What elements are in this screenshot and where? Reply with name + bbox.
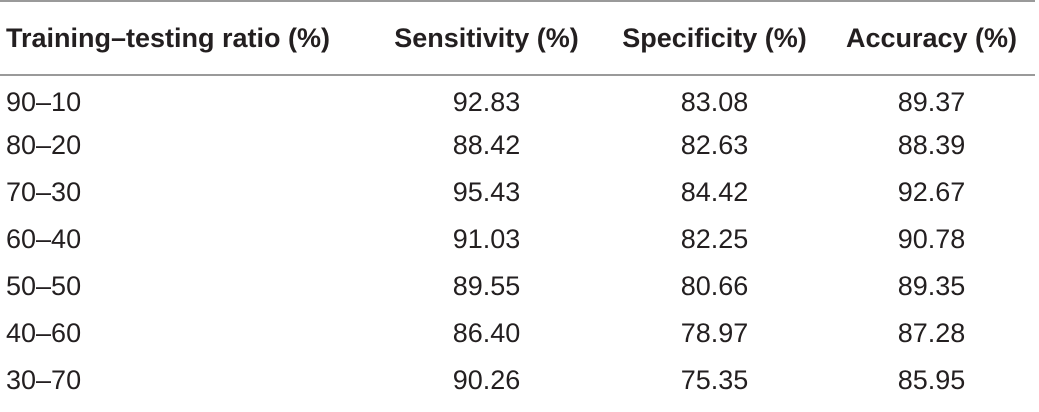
cell-accuracy: 85.95 bbox=[897, 365, 966, 395]
cell-specificity: 80.66 bbox=[680, 271, 749, 301]
table-header: Training–testing ratio (%) Sensitivity (… bbox=[0, 0, 1035, 76]
cell-accuracy: 90.78 bbox=[897, 224, 966, 254]
cell-specificity: 82.25 bbox=[680, 224, 749, 254]
cell-sensitivity: 90.26 bbox=[452, 365, 521, 395]
cell-specificity: 82.63 bbox=[680, 130, 749, 160]
cell-sensitivity: 89.55 bbox=[452, 271, 521, 301]
cell-accuracy: 88.39 bbox=[897, 130, 966, 160]
header-sensitivity: Sensitivity (%) bbox=[372, 0, 601, 76]
table-row: 40–60 86.40 78.97 87.28 bbox=[0, 310, 1035, 357]
cell-sensitivity: 88.42 bbox=[452, 130, 521, 160]
results-table: Training–testing ratio (%) Sensitivity (… bbox=[0, 0, 1035, 404]
cell-sensitivity: 91.03 bbox=[452, 224, 521, 254]
cell-ratio: 80–20 bbox=[6, 130, 82, 160]
table-body: 90–10 92.83 83.08 89.37 80–20 88.42 82.6… bbox=[0, 75, 1035, 404]
cell-specificity: 83.08 bbox=[680, 86, 749, 117]
header-training-testing-ratio: Training–testing ratio (%) bbox=[0, 0, 372, 76]
cell-sensitivity: 92.83 bbox=[452, 86, 521, 117]
table-row: 60–40 91.03 82.25 90.78 bbox=[0, 216, 1035, 263]
cell-accuracy: 87.28 bbox=[897, 318, 966, 348]
table-row: 70–30 95.43 84.42 92.67 bbox=[0, 169, 1035, 216]
cell-specificity: 75.35 bbox=[680, 365, 749, 395]
cell-ratio: 60–40 bbox=[6, 224, 82, 254]
cell-specificity: 78.97 bbox=[680, 318, 749, 348]
cell-accuracy: 89.37 bbox=[897, 86, 966, 117]
cell-ratio: 70–30 bbox=[6, 177, 82, 207]
cell-specificity: 84.42 bbox=[680, 177, 749, 207]
cell-accuracy: 89.35 bbox=[897, 271, 966, 301]
header-row: Training–testing ratio (%) Sensitivity (… bbox=[0, 0, 1035, 76]
cell-sensitivity: 95.43 bbox=[452, 177, 521, 207]
cell-ratio: 30–70 bbox=[6, 365, 82, 395]
cell-accuracy: 92.67 bbox=[897, 177, 966, 207]
cell-ratio: 40–60 bbox=[6, 318, 82, 348]
table-row: 90–10 92.83 83.08 89.37 bbox=[0, 75, 1035, 122]
header-specificity: Specificity (%) bbox=[601, 0, 828, 76]
table-row: 30–70 90.26 75.35 85.95 bbox=[0, 357, 1035, 404]
cell-ratio: 50–50 bbox=[6, 271, 82, 301]
cell-sensitivity: 86.40 bbox=[452, 318, 521, 348]
cell-ratio: 90–10 bbox=[6, 86, 82, 117]
table-row: 80–20 88.42 82.63 88.39 bbox=[0, 122, 1035, 169]
header-accuracy: Accuracy (%) bbox=[828, 0, 1035, 76]
table-row: 50–50 89.55 80.66 89.35 bbox=[0, 263, 1035, 310]
